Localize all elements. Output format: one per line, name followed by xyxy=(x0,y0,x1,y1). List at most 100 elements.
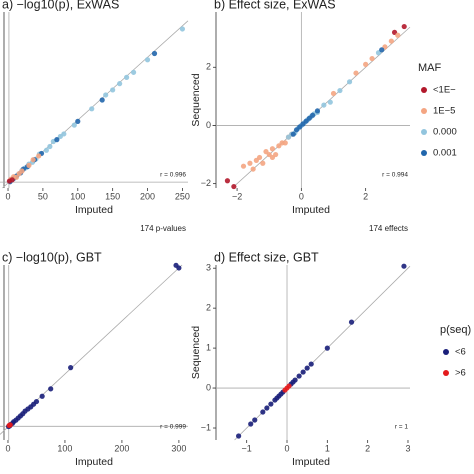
point xyxy=(89,106,95,112)
point xyxy=(346,79,353,85)
point xyxy=(268,401,274,407)
y-tick-label: 0 xyxy=(206,120,211,130)
x-tick-label: 0 xyxy=(6,191,11,201)
x-tick-label: 100 xyxy=(70,191,85,201)
point xyxy=(26,162,32,168)
point xyxy=(71,122,77,128)
point xyxy=(103,92,109,98)
legend-title: MAF xyxy=(418,62,442,74)
y-tick-label: 3 xyxy=(206,263,211,273)
caption: 174 p-values xyxy=(140,224,186,233)
point xyxy=(296,373,302,379)
point xyxy=(353,70,359,76)
annotation: r = 0.994 xyxy=(382,172,408,179)
x-tick-label: 2 xyxy=(365,443,370,453)
point xyxy=(13,174,19,180)
point xyxy=(321,102,327,108)
y-axis-label: Sequenced xyxy=(190,73,202,126)
legend-label: >6 xyxy=(455,368,466,379)
point xyxy=(282,140,288,146)
x-tick-label: 3 xyxy=(405,443,410,453)
panel: 0 50 100 150 200 250 a) −log10(p), ExWAS Impute… xyxy=(0,0,190,233)
point xyxy=(348,319,355,325)
point xyxy=(401,263,407,269)
point xyxy=(337,87,343,94)
y-tick-label: 2 xyxy=(206,62,211,72)
caption: 174 effects xyxy=(369,224,408,233)
point xyxy=(304,365,310,371)
y-tick-label: −2 xyxy=(201,178,211,188)
x-tick-label: 200 xyxy=(114,443,129,453)
point xyxy=(33,398,40,405)
point xyxy=(308,361,314,367)
x-axis-label: Imputed xyxy=(292,456,330,468)
point xyxy=(61,131,67,137)
x-tick-label: −2 xyxy=(232,191,242,201)
point xyxy=(253,157,259,163)
point xyxy=(224,178,231,184)
x-tick-label: 100 xyxy=(57,443,72,453)
legend-swatch xyxy=(443,370,449,376)
point xyxy=(252,417,258,423)
x-tick-label: 150 xyxy=(105,191,120,201)
x-tick-label: 50 xyxy=(38,191,48,201)
x-tick-label: 200 xyxy=(140,191,155,201)
point xyxy=(19,168,25,174)
point xyxy=(9,177,15,183)
point xyxy=(75,118,81,124)
panel: 0 100 200 300 c) −log10(p), GBT Imputed r = 0.… xyxy=(0,250,188,468)
legend-title: p(seq) xyxy=(440,324,471,336)
point xyxy=(151,50,158,57)
point xyxy=(327,99,333,105)
y-tick-label: 1 xyxy=(206,342,211,352)
point xyxy=(99,97,105,103)
point xyxy=(300,369,306,375)
y-tick-label: 2 xyxy=(206,303,211,313)
point xyxy=(290,131,296,137)
point xyxy=(47,143,53,150)
point xyxy=(48,386,54,392)
panel-title: c) −log10(p), GBT xyxy=(2,250,102,264)
legend-swatch xyxy=(421,150,427,156)
point xyxy=(43,147,49,153)
point xyxy=(379,47,385,53)
point xyxy=(68,365,74,371)
point xyxy=(292,377,298,383)
panel-title: d) Effect size, GBT xyxy=(214,250,319,264)
legend-swatch xyxy=(421,87,427,93)
x-tick-label: 250 xyxy=(175,191,190,201)
point xyxy=(124,74,130,80)
point xyxy=(260,409,266,415)
x-tick-label: 2 xyxy=(363,191,368,201)
point xyxy=(39,393,45,399)
point xyxy=(260,160,266,166)
point xyxy=(236,433,242,439)
point xyxy=(117,81,123,87)
y-tick-label: −1 xyxy=(201,422,211,432)
point xyxy=(54,137,60,143)
x-tick-label: 0 xyxy=(299,191,304,201)
legend-label: 1E−5 xyxy=(433,106,455,117)
x-axis-label: Imputed xyxy=(292,204,330,216)
point xyxy=(388,38,394,44)
point xyxy=(401,23,407,30)
point xyxy=(144,57,151,63)
point xyxy=(248,421,254,427)
point xyxy=(30,157,36,163)
point xyxy=(179,26,186,32)
annotation: r = 0.996 xyxy=(160,172,186,179)
point xyxy=(250,166,256,172)
point xyxy=(240,163,247,169)
annotation: r = 1 xyxy=(395,424,409,431)
legend-label: 0.001 xyxy=(433,148,457,159)
x-tick-label: 300 xyxy=(171,443,186,453)
point xyxy=(269,154,276,161)
legend-label: 0.000 xyxy=(433,127,457,138)
legend-swatch xyxy=(421,129,427,135)
point xyxy=(231,183,237,190)
annotation: r = 0.999 xyxy=(160,424,186,431)
legend-label: <1E− xyxy=(433,85,456,96)
point xyxy=(395,32,401,38)
point xyxy=(324,345,330,351)
